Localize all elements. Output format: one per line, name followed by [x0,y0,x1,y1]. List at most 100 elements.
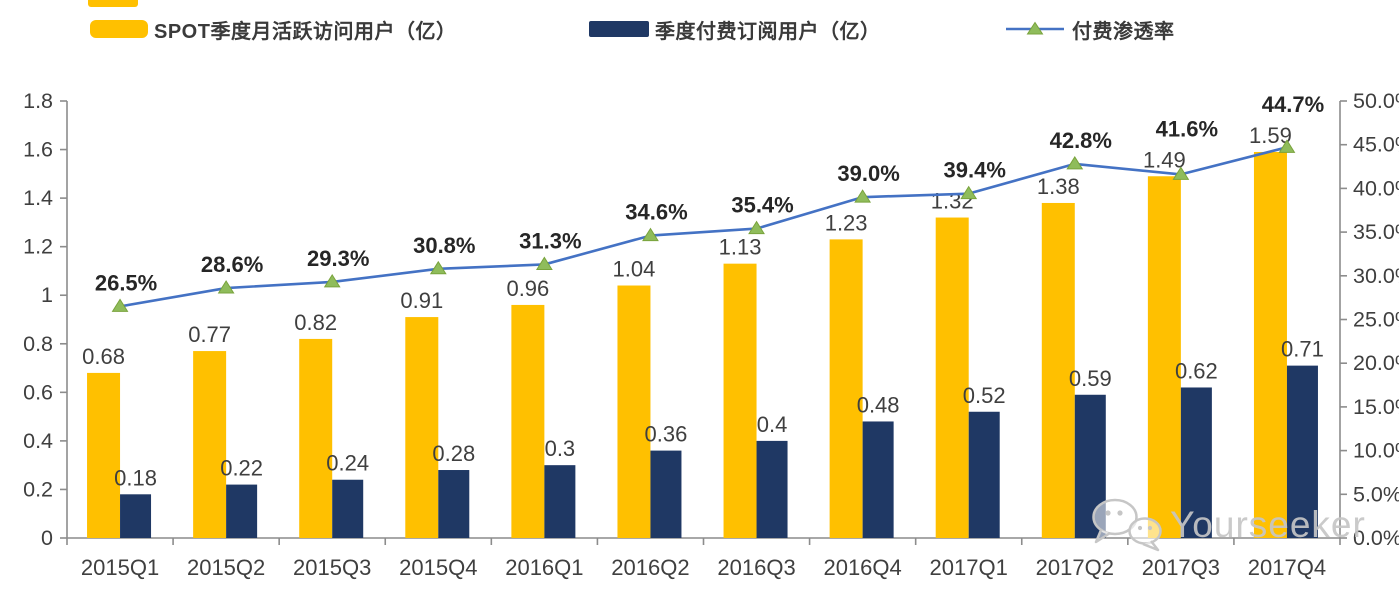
penetration-label-2017Q1: 39.4% [944,158,1006,183]
bar-mau-2017Q4 [1253,151,1287,538]
right-axis-label: 20.0% [1353,351,1399,375]
x-axis-label: 2017Q1 [930,555,1008,580]
x-axis: 2015Q1 2015Q2 2015Q3 2015Q4 2016Q1 2016Q2 2016… [66,537,1341,580]
penetration-label-2016Q3: 35.4% [731,193,793,218]
x-axis-label: 2017Q4 [1248,555,1326,580]
right-axis-label: 5.0% [1353,482,1399,506]
bar-subscribers-2017Q1 [968,411,1000,538]
bar-label-subscribers-2017Q4: 0.71 [1281,337,1324,362]
penetration-label-2016Q1: 31.3% [519,228,581,253]
bar-label-subscribers-2017Q2: 0.59 [1069,366,1112,391]
left-axis-label: 1.4 [23,186,53,210]
bar-mau-2017Q1 [935,217,969,539]
x-axis-label: 2015Q2 [187,555,265,580]
right-axis-label: 50.0% [1353,89,1399,113]
bars-subscribers [120,365,1318,538]
left-axis-label: 0.6 [23,380,53,404]
bar-label-subscribers-2016Q2: 0.36 [645,422,688,447]
bar-subscribers-2016Q2 [650,450,682,538]
penetration-marker-2015Q3 [323,273,341,288]
right-axis-label: 0.0% [1353,526,1399,550]
bar-mau-2016Q3 [723,263,757,538]
bar-label-mau-2015Q3: 0.82 [294,310,337,335]
x-axis-label: 2017Q3 [1142,555,1220,580]
bar-mau-2015Q4 [405,317,439,538]
bar-label-subscribers-2015Q3: 0.24 [326,451,369,476]
penetration-marker-2016Q2 [642,227,659,242]
left-axis-label: 0.4 [23,429,53,453]
bar-labels-mau: 0.680.77 0.820.91 0.961.041.131.231.321.38… [82,123,1292,369]
bar-label-mau-2016Q2: 1.04 [613,257,656,282]
x-axis-label: 2016Q4 [823,555,901,580]
bar-label-mau-2016Q3: 1.13 [719,235,762,260]
x-axis-label: 2016Q2 [611,555,689,580]
bar-label-mau-2016Q4: 1.23 [825,210,868,235]
legend-line-marker-icon [1006,21,1064,35]
penetration-label-2016Q2: 34.6% [625,200,687,225]
x-axis-label: 2017Q2 [1036,555,1114,580]
right-axis-label: 30.0% [1353,264,1399,288]
penetration-label-2017Q2: 42.8% [1050,128,1112,153]
bar-mau-2016Q4 [829,239,863,538]
penetration-marker-2016Q3 [748,220,765,235]
bar-label-subscribers-2017Q1: 0.52 [963,383,1006,408]
bar-mau-2016Q1 [511,304,545,538]
bar-mau-2015Q2 [193,351,227,538]
left-axis-label: 0 [41,526,53,550]
bar-label-mau-2017Q3: 1.49 [1143,147,1186,172]
penetration-labels: 26.5% 28.6% 29.3% 30.8% 31.3% 34.6% 35.4% 39.0%… [95,92,1324,295]
bar-mau-2017Q3 [1147,176,1181,538]
penetration-label-2015Q1: 26.5% [95,270,157,295]
bar-label-mau-2016Q1: 0.96 [506,276,549,301]
legend-swatch-subscribers [589,21,649,37]
right-axis: 0.0% 5.0% 10.0% 15.0% 20.0% 25.0% 30.0% 35.0% 40… [1339,89,1399,550]
bar-label-mau-2015Q1: 0.68 [82,344,125,369]
penetration-label-2015Q4: 30.8% [413,233,475,258]
bar-mau-2017Q2 [1041,202,1075,538]
legend-label-subscribers: 季度付费订阅用户（亿） [655,20,881,43]
bar-label-mau-2015Q2: 0.77 [188,322,231,347]
left-axis-label: 1.8 [23,89,53,113]
bar-label-subscribers-2016Q3: 0.4 [757,412,788,437]
right-axis-label: 15.0% [1353,395,1399,419]
bar-mau-2015Q1 [87,372,121,538]
legend-label-penetration: 付费渗透率 [1072,20,1175,43]
bar-label-subscribers-2015Q2: 0.22 [220,456,263,481]
penetration-label-2016Q4: 39.0% [837,161,899,186]
bar-subscribers-2015Q3 [332,479,364,538]
bar-subscribers-2017Q2 [1074,394,1106,538]
top-crop-fragment [88,0,138,7]
bar-subscribers-2016Q1 [544,465,576,538]
penetration-label-2015Q3: 29.3% [307,246,369,271]
bar-label-mau-2015Q4: 0.91 [400,288,443,313]
right-axis-label: 25.0% [1353,308,1399,332]
penetration-label-2015Q2: 28.6% [201,252,263,277]
penetration-marker-2017Q3 [1172,166,1190,180]
legend-label-mau: SPOT季度月活跃访问用户（亿） [154,20,457,43]
bar-mau-2015Q3 [299,338,333,538]
penetration-marker-2017Q2 [1066,155,1084,170]
x-axis-label: 2016Q3 [717,555,795,580]
penetration-line [119,146,1288,308]
legend-item-mau: SPOT季度月活跃访问用户（亿） [90,14,456,44]
penetration-markers [111,139,1296,312]
right-axis-label: 40.0% [1353,176,1399,200]
bar-subscribers-2016Q3 [756,440,788,538]
penetration-marker-2017Q1 [960,185,978,200]
x-axis-label: 2015Q1 [81,555,159,580]
bar-subscribers-2015Q1 [120,494,152,538]
bars-mau [87,151,1287,539]
bar-mau-2016Q2 [617,285,651,538]
penetration-marker-2015Q1 [111,298,129,312]
left-axis-label: 0.8 [23,332,53,356]
x-axis-label: 2015Q3 [293,555,371,580]
chart-legend: SPOT季度月活跃访问用户（亿） 季度付费订阅用户（亿） 付费渗透率 [0,14,1399,48]
right-axis-label: 45.0% [1353,133,1399,157]
x-axis-label: 2015Q4 [399,555,477,580]
penetration-marker-2016Q1 [535,256,553,270]
penetration-marker-2016Q4 [854,189,872,203]
bar-label-subscribers-2015Q4: 0.28 [432,441,475,466]
left-axis-label: 1.2 [23,235,53,259]
